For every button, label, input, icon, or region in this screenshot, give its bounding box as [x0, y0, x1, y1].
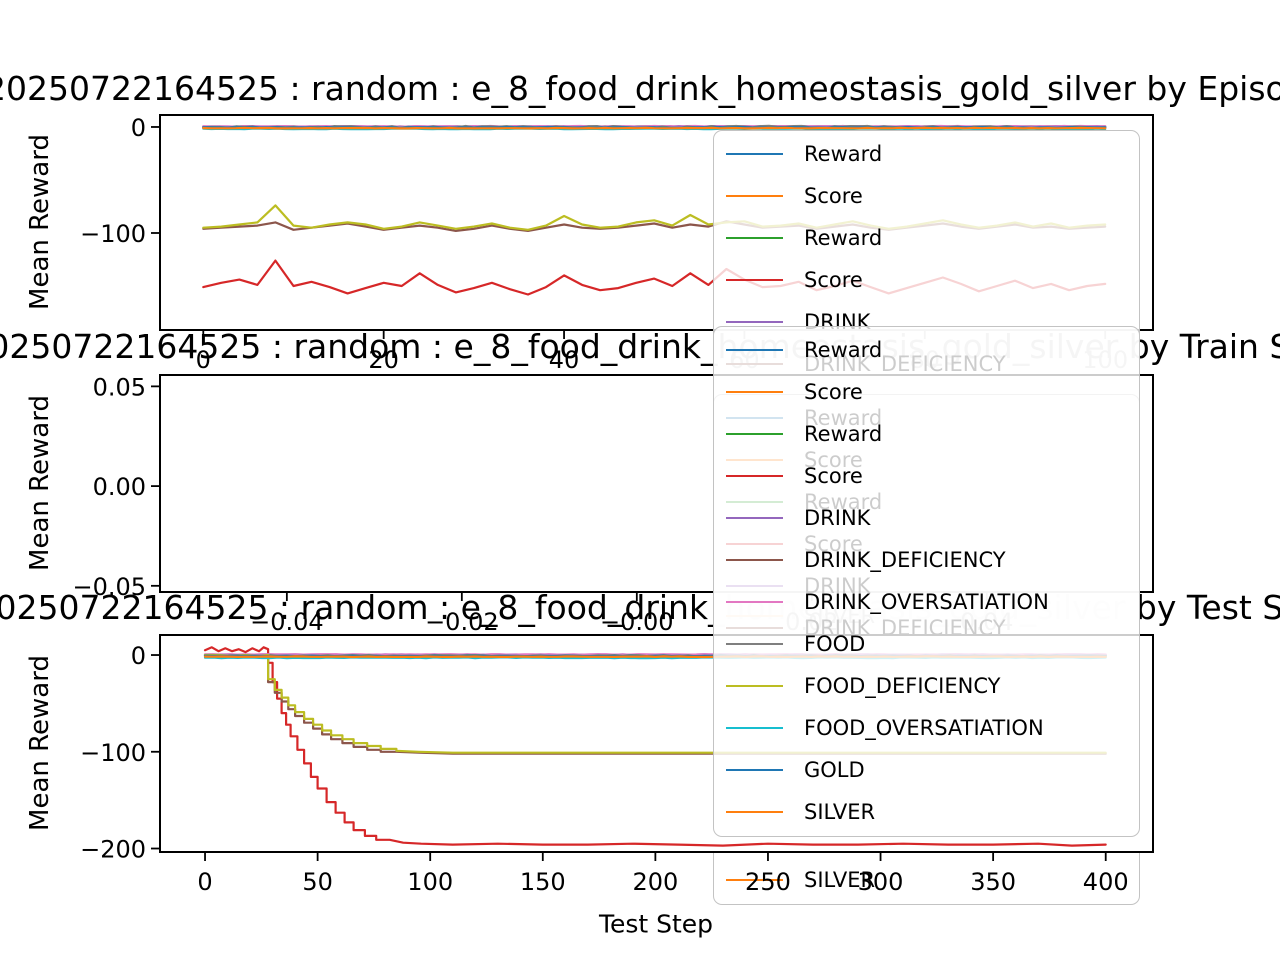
legend-entry-label: DRINK_OVERSATIATION	[804, 590, 1049, 614]
legend-entry-label: Reward	[804, 422, 883, 446]
legend-entry: DRINK	[714, 497, 1139, 539]
x-tick-label: 300	[858, 868, 904, 896]
x-tick-label: 0	[196, 346, 211, 374]
legend-line-swatch	[726, 237, 783, 239]
x-tick-label: 150	[520, 868, 566, 896]
x-tick-label: 200	[632, 868, 678, 896]
legend-entry-label: Reward	[804, 226, 883, 250]
x-tick-label: 400	[1083, 868, 1129, 896]
legend-entry: FOOD	[714, 623, 1139, 665]
legend-entry-label: Score	[804, 268, 863, 292]
legend-entry-label: Reward	[804, 142, 883, 166]
legend-entry: SILVER	[714, 791, 1139, 833]
y-tick-label: −0.05	[72, 573, 146, 601]
legend-line-swatch	[726, 321, 783, 323]
legend-entry-label: Score	[804, 184, 863, 208]
legend-line-swatch	[726, 559, 783, 561]
legend-entry-label: SILVER	[804, 868, 876, 892]
x-tick-label: −0.04	[250, 608, 324, 636]
legend-entry-label: FOOD	[804, 632, 866, 656]
legend-entry-label: FOOD_DEFICIENCY	[804, 674, 1001, 698]
legend-entry-label: DRINK_DEFICIENCY	[804, 548, 1006, 572]
legend-entry-label: DRINK	[804, 506, 871, 530]
x-tick-label: 20	[368, 346, 399, 374]
legend-entry: Score	[714, 259, 1139, 301]
legend-entry-label: SILVER	[804, 800, 876, 824]
y-tick-label: 0	[131, 114, 146, 142]
x-tick-label: 350	[970, 868, 1016, 896]
legend-entry: Score	[714, 371, 1139, 413]
y-tick-label: −200	[80, 836, 146, 864]
y-tick-label: 0.00	[93, 473, 146, 501]
legend-line-swatch	[726, 517, 783, 519]
legend-entry: Score	[714, 455, 1139, 497]
subplot-teststep-xlabel: Test Step	[598, 909, 714, 939]
legend-line-swatch	[726, 391, 783, 393]
legend-line-swatch	[726, 643, 783, 645]
legend-line-swatch	[726, 685, 783, 687]
legend-line-swatch	[726, 195, 783, 197]
legend-entry: Score	[714, 175, 1139, 217]
x-tick-label: 250	[745, 868, 791, 896]
legend-entry: SILVER	[714, 859, 1139, 901]
x-tick-label: 100	[407, 868, 453, 896]
legend-line-swatch	[726, 811, 783, 813]
y-tick-label: 0	[131, 642, 146, 670]
series-line-food-def	[203, 653, 1107, 754]
y-tick-label: 0.05	[93, 373, 146, 401]
legend-entry: Reward	[714, 217, 1139, 259]
legend-line-swatch	[726, 279, 783, 281]
legend-line-swatch	[726, 349, 783, 351]
legend-line-swatch	[726, 769, 783, 771]
x-tick-label: −0.00	[600, 608, 674, 636]
axes-spines	[159, 114, 1154, 331]
x-tick-label: 50	[302, 868, 333, 896]
legend-entry-label: GOLD	[804, 758, 865, 782]
legend-entry: Reward	[714, 329, 1139, 371]
legend-entry-label: Score	[804, 464, 863, 488]
legend-line-swatch	[726, 475, 783, 477]
x-tick-label: 0	[197, 868, 212, 896]
legend-subplot-3: Reward Score Reward Score DRINK DRINK_DEFICIE…	[713, 326, 1140, 837]
legend-entry-label: Score	[804, 380, 863, 404]
legend-entry-label: Reward	[804, 338, 883, 362]
legend-line-swatch	[726, 433, 783, 435]
legend-line-swatch	[726, 879, 783, 881]
axes-spines	[159, 634, 1154, 853]
legend-entry: DRINK_OVERSATIATION	[714, 581, 1139, 623]
legend-line-swatch	[726, 601, 783, 603]
axes-spines	[159, 374, 1154, 593]
series-group	[202, 124, 1107, 296]
legend-entry-label: FOOD_OVERSATIATION	[804, 716, 1044, 740]
legend-entry: Reward	[714, 133, 1139, 175]
legend-entry: Reward	[714, 413, 1139, 455]
y-tick-label: −100	[80, 220, 146, 248]
legend-entry: DRINK_DEFICIENCY	[714, 539, 1139, 581]
x-tick-label: 40	[549, 346, 580, 374]
subplot-episode-title: 20250722164525 : random : e_8_food_drink…	[0, 69, 1280, 108]
legend-entry: GOLD	[714, 749, 1139, 791]
legend-entry: FOOD_DEFICIENCY	[714, 665, 1139, 707]
legend-line-swatch	[726, 727, 783, 729]
y-tick-label: −100	[80, 739, 146, 767]
legend-line-swatch	[726, 153, 783, 155]
legend-entry: FOOD_OVERSATIATION	[714, 707, 1139, 749]
series-line-score-2	[203, 646, 1107, 847]
x-tick-label: −0.02	[425, 608, 499, 636]
